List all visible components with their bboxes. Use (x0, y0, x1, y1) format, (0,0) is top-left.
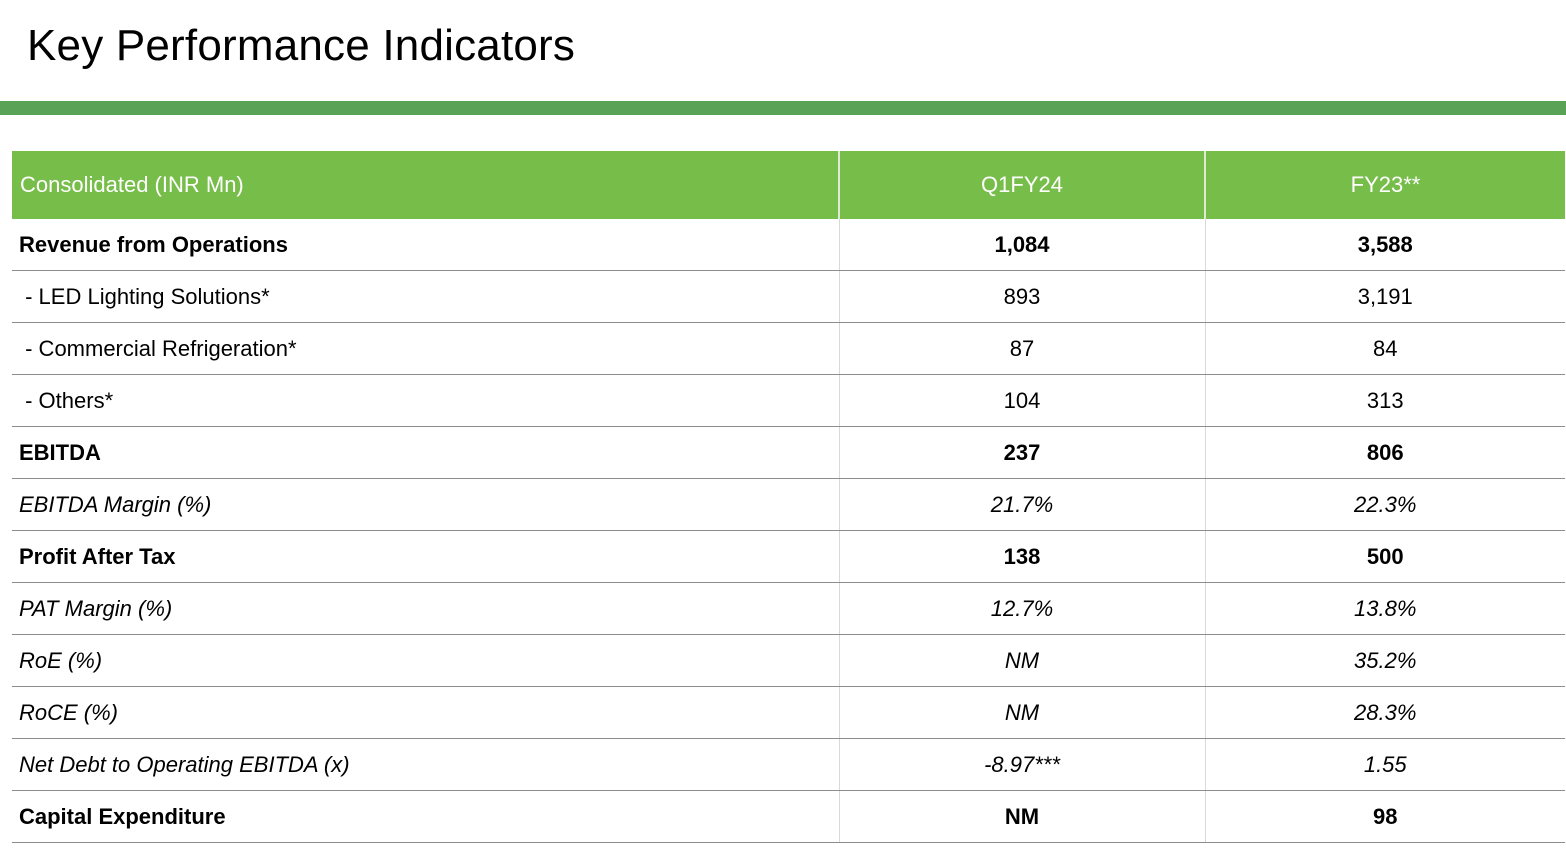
table-row: Capital Expenditure NM 98 (12, 790, 1565, 843)
table-row: - LED Lighting Solutions* 893 3,191 (12, 270, 1565, 323)
row-q1fy24-cell: 893 (839, 270, 1206, 323)
table-row: - Commercial Refrigeration* 87 84 (12, 322, 1565, 375)
header-metric: Consolidated (INR Mn) (12, 151, 840, 219)
row-fy23-cell: 3,588 (1205, 219, 1565, 271)
row-q1fy24-cell: 237 (839, 426, 1206, 479)
row-q1fy24-cell: 12.7% (839, 582, 1206, 635)
table-row: RoCE (%) NM 28.3% (12, 686, 1565, 739)
row-q1fy24-cell: NM (839, 634, 1206, 687)
row-metric-cell: - Commercial Refrigeration* (12, 322, 840, 375)
header-row: Consolidated (INR Mn) Q1FY24 FY23** (12, 151, 1565, 219)
row-fy23-cell: 98 (1205, 790, 1565, 843)
header-q1fy24: Q1FY24 (839, 151, 1206, 219)
row-fy23-cell: 22.3% (1205, 478, 1565, 531)
row-q1fy24-cell: -8.97*** (839, 738, 1206, 791)
row-fy23-cell: 313 (1205, 374, 1565, 427)
row-metric-cell: - Others* (12, 374, 840, 427)
kpi-table-body: Revenue from Operations 1,084 3,588 - LED … (12, 219, 1565, 843)
row-metric-cell: Profit After Tax (12, 530, 840, 583)
row-fy23-cell: 3,191 (1205, 270, 1565, 323)
row-fy23-cell: 84 (1205, 322, 1565, 375)
row-metric-cell: EBITDA (12, 426, 840, 479)
row-fy23-cell: 28.3% (1205, 686, 1565, 739)
row-q1fy24-cell: NM (839, 790, 1206, 843)
row-fy23-cell: 35.2% (1205, 634, 1565, 687)
row-metric-cell: RoE (%) (12, 634, 840, 687)
row-metric-cell: Capital Expenditure (12, 790, 840, 843)
table-row: EBITDA Margin (%) 21.7% 22.3% (12, 478, 1565, 531)
row-fy23-cell: 1.55 (1205, 738, 1565, 791)
header-fy23: FY23** (1205, 151, 1565, 219)
row-metric-cell: EBITDA Margin (%) (12, 478, 840, 531)
table-row: Profit After Tax 138 500 (12, 530, 1565, 583)
row-q1fy24-cell: 1,084 (839, 219, 1206, 271)
row-q1fy24-cell: 104 (839, 374, 1206, 427)
kpi-table-header: Consolidated (INR Mn) Q1FY24 FY23** (12, 151, 1565, 219)
row-metric-cell: Revenue from Operations (12, 219, 840, 271)
table-row: - Others* 104 313 (12, 374, 1565, 427)
row-metric-cell: RoCE (%) (12, 686, 840, 739)
table-row: Net Debt to Operating EBITDA (x) -8.97***… (12, 738, 1565, 791)
row-fy23-cell: 13.8% (1205, 582, 1565, 635)
row-q1fy24-cell: 138 (839, 530, 1206, 583)
row-fy23-cell: 500 (1205, 530, 1565, 583)
row-fy23-cell: 806 (1205, 426, 1565, 479)
row-q1fy24-cell: 21.7% (839, 478, 1206, 531)
row-q1fy24-cell: NM (839, 686, 1206, 739)
page-title: Key Performance Indicators (27, 21, 576, 70)
kpi-table: Consolidated (INR Mn) Q1FY24 FY23** Reve… (12, 151, 1565, 843)
table-row: Revenue from Operations 1,084 3,588 (12, 219, 1565, 271)
table-row: EBITDA 237 806 (12, 426, 1565, 479)
row-metric-cell: - LED Lighting Solutions* (12, 270, 840, 323)
table-row: PAT Margin (%) 12.7% 13.8% (12, 582, 1565, 635)
row-q1fy24-cell: 87 (839, 322, 1206, 375)
row-metric-cell: PAT Margin (%) (12, 582, 840, 635)
table-row: RoE (%) NM 35.2% (12, 634, 1565, 687)
title-divider (0, 101, 1566, 115)
row-metric-cell: Net Debt to Operating EBITDA (x) (12, 738, 840, 791)
